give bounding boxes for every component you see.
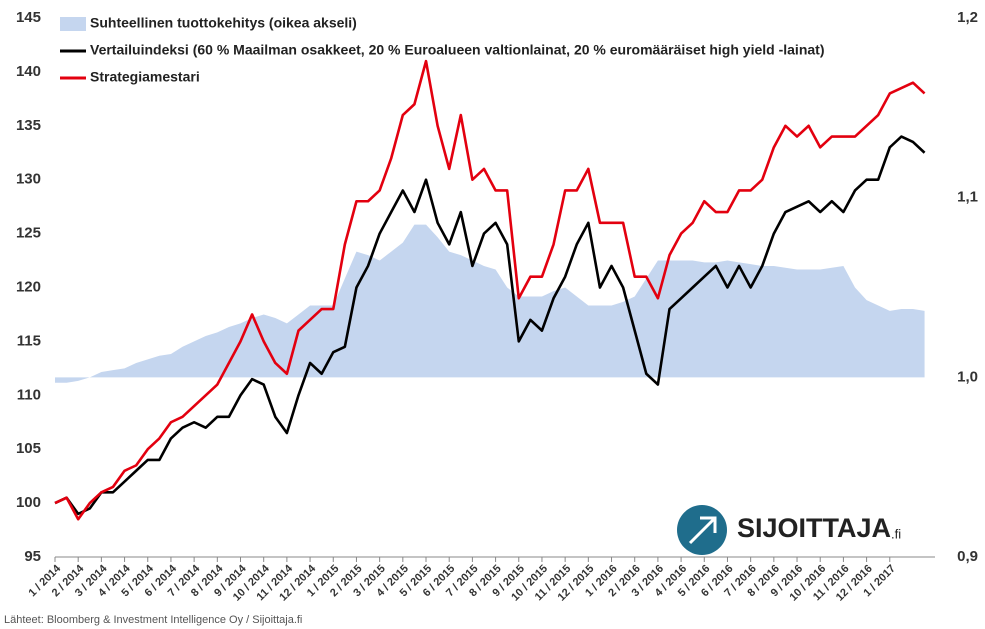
line — [54, 135, 926, 516]
y-tick-label: 135 — [16, 117, 41, 134]
y-tick-label: 125 — [16, 225, 41, 242]
plot: 95 100 105 110 115 120 125 130 135 140 145 0,9 1,0 1,… — [16, 9, 978, 604]
y2-tick-label: 1,0 — [957, 368, 978, 385]
y-tick-label: 130 — [16, 171, 41, 188]
y-tick-label: 110 — [17, 386, 41, 403]
y-tick-label: 145 — [16, 9, 41, 26]
y2-tick-label: 0,9 — [957, 548, 978, 565]
source: Lähteet: Bloomberg & Investment Intellig… — [4, 614, 302, 626]
logo-arrow — [688, 517, 716, 545]
y-tick-label: 100 — [16, 494, 41, 511]
legend-label: Vertailuindeksi (60 % Maailman osakkeet,… — [90, 42, 825, 58]
y-tick-label: 120 — [16, 278, 41, 295]
logo: SIJOITTAJA .fi — [677, 505, 901, 555]
area — [55, 224, 925, 383]
y2-tick-label: 1,1 — [957, 189, 978, 206]
line — [54, 59, 926, 521]
y2-tick-label: 1,2 — [957, 9, 978, 26]
logo-suffix: .fi — [891, 526, 901, 541]
logo-name: SIJOITTAJA — [737, 513, 891, 543]
y-tick-label: 140 — [16, 63, 41, 80]
legend-label: Strategiamestari — [90, 69, 200, 85]
logo-arrow-head — [700, 516, 717, 533]
y-tick-label: 105 — [16, 440, 41, 457]
y-tick-label: 95 — [24, 548, 41, 565]
legend-swatch — [60, 17, 86, 31]
y-tick-label: 115 — [17, 332, 41, 349]
legend-label: Suhteellinen tuottokehitys (oikea akseli… — [90, 15, 357, 31]
